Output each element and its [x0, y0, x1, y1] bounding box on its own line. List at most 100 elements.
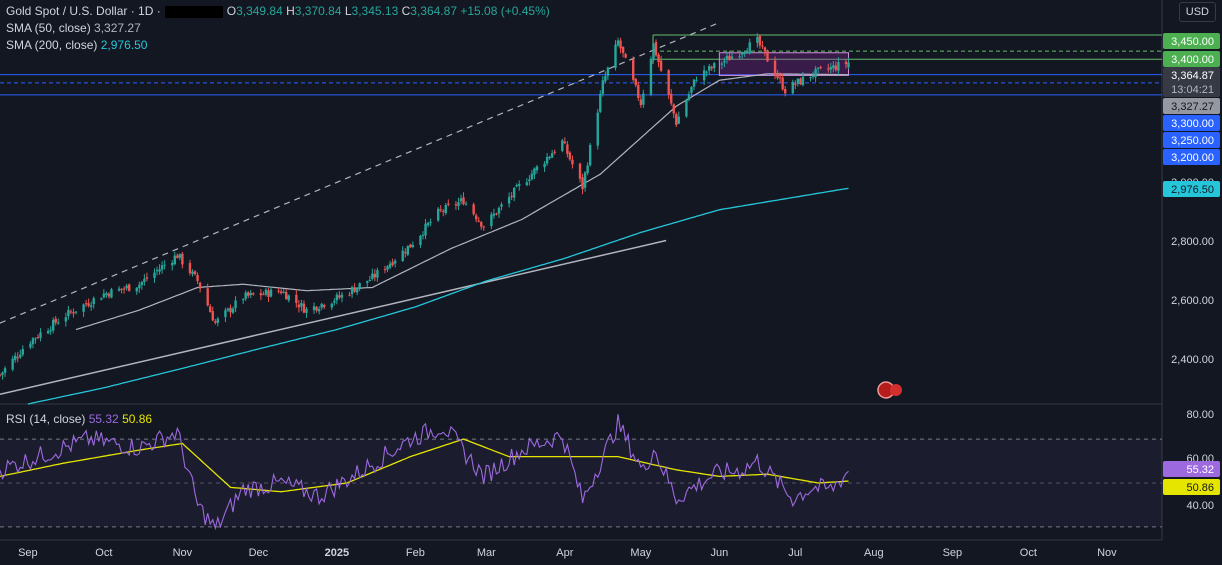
- price-label-sma50-badge: [1163, 98, 1220, 114]
- symbol-label: Gold Spot / U.S. Dollar · 1D ·: [6, 4, 161, 18]
- candle-body: [57, 322, 60, 324]
- candle-body: [507, 197, 511, 204]
- rsi-label-value-badge: [1163, 461, 1220, 477]
- time-label: Feb: [406, 547, 425, 559]
- candle-body: [358, 283, 361, 289]
- candle-body: [34, 338, 37, 340]
- candle-body: [340, 294, 344, 298]
- candle-body: [0, 374, 2, 376]
- candle-body: [773, 60, 777, 76]
- candle-body: [654, 42, 658, 56]
- rsi-label-40: 40.00: [1186, 500, 1214, 512]
- candle-body: [738, 56, 741, 58]
- time-label: Nov: [1097, 547, 1117, 559]
- candle-body: [588, 144, 592, 166]
- rsi-label-value: 55.32: [1186, 464, 1214, 476]
- candle-body: [728, 55, 731, 61]
- candle-body: [419, 235, 422, 245]
- candle-body: [295, 294, 298, 303]
- candle-body: [226, 308, 230, 311]
- candle-body: [761, 45, 764, 47]
- range-box: [718, 52, 850, 76]
- candle-body: [634, 78, 637, 86]
- candle-body: [809, 77, 812, 79]
- candle-body: [500, 204, 503, 207]
- candle-body: [657, 54, 660, 63]
- candle-body: [89, 305, 93, 307]
- time-label: Aug: [864, 547, 884, 559]
- candle-body: [515, 185, 518, 187]
- candle-body: [102, 293, 106, 298]
- candle-body: [566, 144, 569, 154]
- candle-body: [844, 61, 848, 65]
- candle-body: [518, 184, 521, 186]
- candle-body: [480, 222, 483, 227]
- countdown-label: 13:04:21: [1171, 84, 1214, 96]
- candle-body: [92, 298, 95, 305]
- candle-body: [348, 294, 351, 296]
- candle-body: [561, 140, 564, 151]
- rsi-legend[interactable]: RSI (14, close) 55.32 50.86: [6, 412, 152, 426]
- candle-body: [447, 203, 450, 205]
- candle-body: [670, 93, 673, 104]
- rsi-ma-line: [0, 438, 849, 493]
- ohlc-legend: Gold Spot / U.S. Dollar · 1D · O3,349.84 …: [6, 4, 550, 18]
- candle-body: [224, 310, 227, 318]
- candle-body: [181, 253, 184, 265]
- candle-body: [599, 93, 602, 112]
- candle-body: [87, 303, 90, 306]
- candle-body: [778, 77, 782, 79]
- sma50-line: [75, 73, 849, 331]
- candle-body: [436, 208, 440, 221]
- candle-body: [388, 263, 392, 268]
- candle-body: [264, 289, 268, 295]
- candle-body: [781, 77, 784, 90]
- candle-body: [1, 372, 4, 375]
- candle-body: [819, 67, 822, 69]
- candle-body: [173, 255, 176, 265]
- candle-body: [837, 62, 840, 71]
- candle-body: [525, 182, 529, 186]
- candle-body: [140, 282, 144, 286]
- candle-body: [748, 42, 751, 54]
- candle-body: [105, 293, 108, 296]
- candle-body: [783, 89, 787, 94]
- candle-body: [533, 168, 536, 175]
- candle-body: [191, 271, 194, 275]
- price-label-2800: 2,800.00: [1171, 236, 1214, 248]
- candle-body: [497, 207, 501, 214]
- sma200-value: 2,976.50: [100, 38, 148, 52]
- candle-body: [794, 83, 797, 85]
- candle-body: [776, 74, 779, 79]
- candles: [0, 33, 850, 380]
- candle-body: [323, 305, 326, 307]
- time-label: Nov: [173, 547, 193, 559]
- candle-body: [756, 37, 759, 43]
- sma200-legend[interactable]: SMA (200, close) 2,976.50: [6, 38, 147, 52]
- candle-body: [277, 290, 280, 292]
- candle-body: [571, 159, 574, 165]
- candle-body: [196, 274, 199, 282]
- candle-body: [459, 198, 463, 202]
- time-label: May: [630, 547, 651, 559]
- price-label-3200-badge: [1163, 149, 1220, 165]
- candle-body: [490, 214, 493, 227]
- time-label: Mar: [477, 547, 496, 559]
- candle-body: [315, 307, 318, 311]
- time-label: Jun: [710, 547, 728, 559]
- candle-body: [457, 202, 460, 207]
- candle-body: [54, 318, 57, 323]
- candle-body: [801, 76, 805, 86]
- price-label-3450: 3,450.00: [1171, 36, 1214, 48]
- time-label: Oct: [1020, 547, 1037, 559]
- currency-button[interactable]: USD: [1178, 2, 1216, 22]
- candle-body: [548, 156, 551, 159]
- price-label-sma50: 3,327.27: [1171, 101, 1214, 113]
- sma50-value: 3,327.27: [94, 21, 141, 35]
- candle-body: [553, 151, 556, 153]
- candle-body: [143, 278, 146, 283]
- candle-body: [353, 287, 356, 292]
- candle-body: [692, 79, 696, 87]
- sma50-legend[interactable]: SMA (50, close) 3,327.27: [6, 21, 141, 35]
